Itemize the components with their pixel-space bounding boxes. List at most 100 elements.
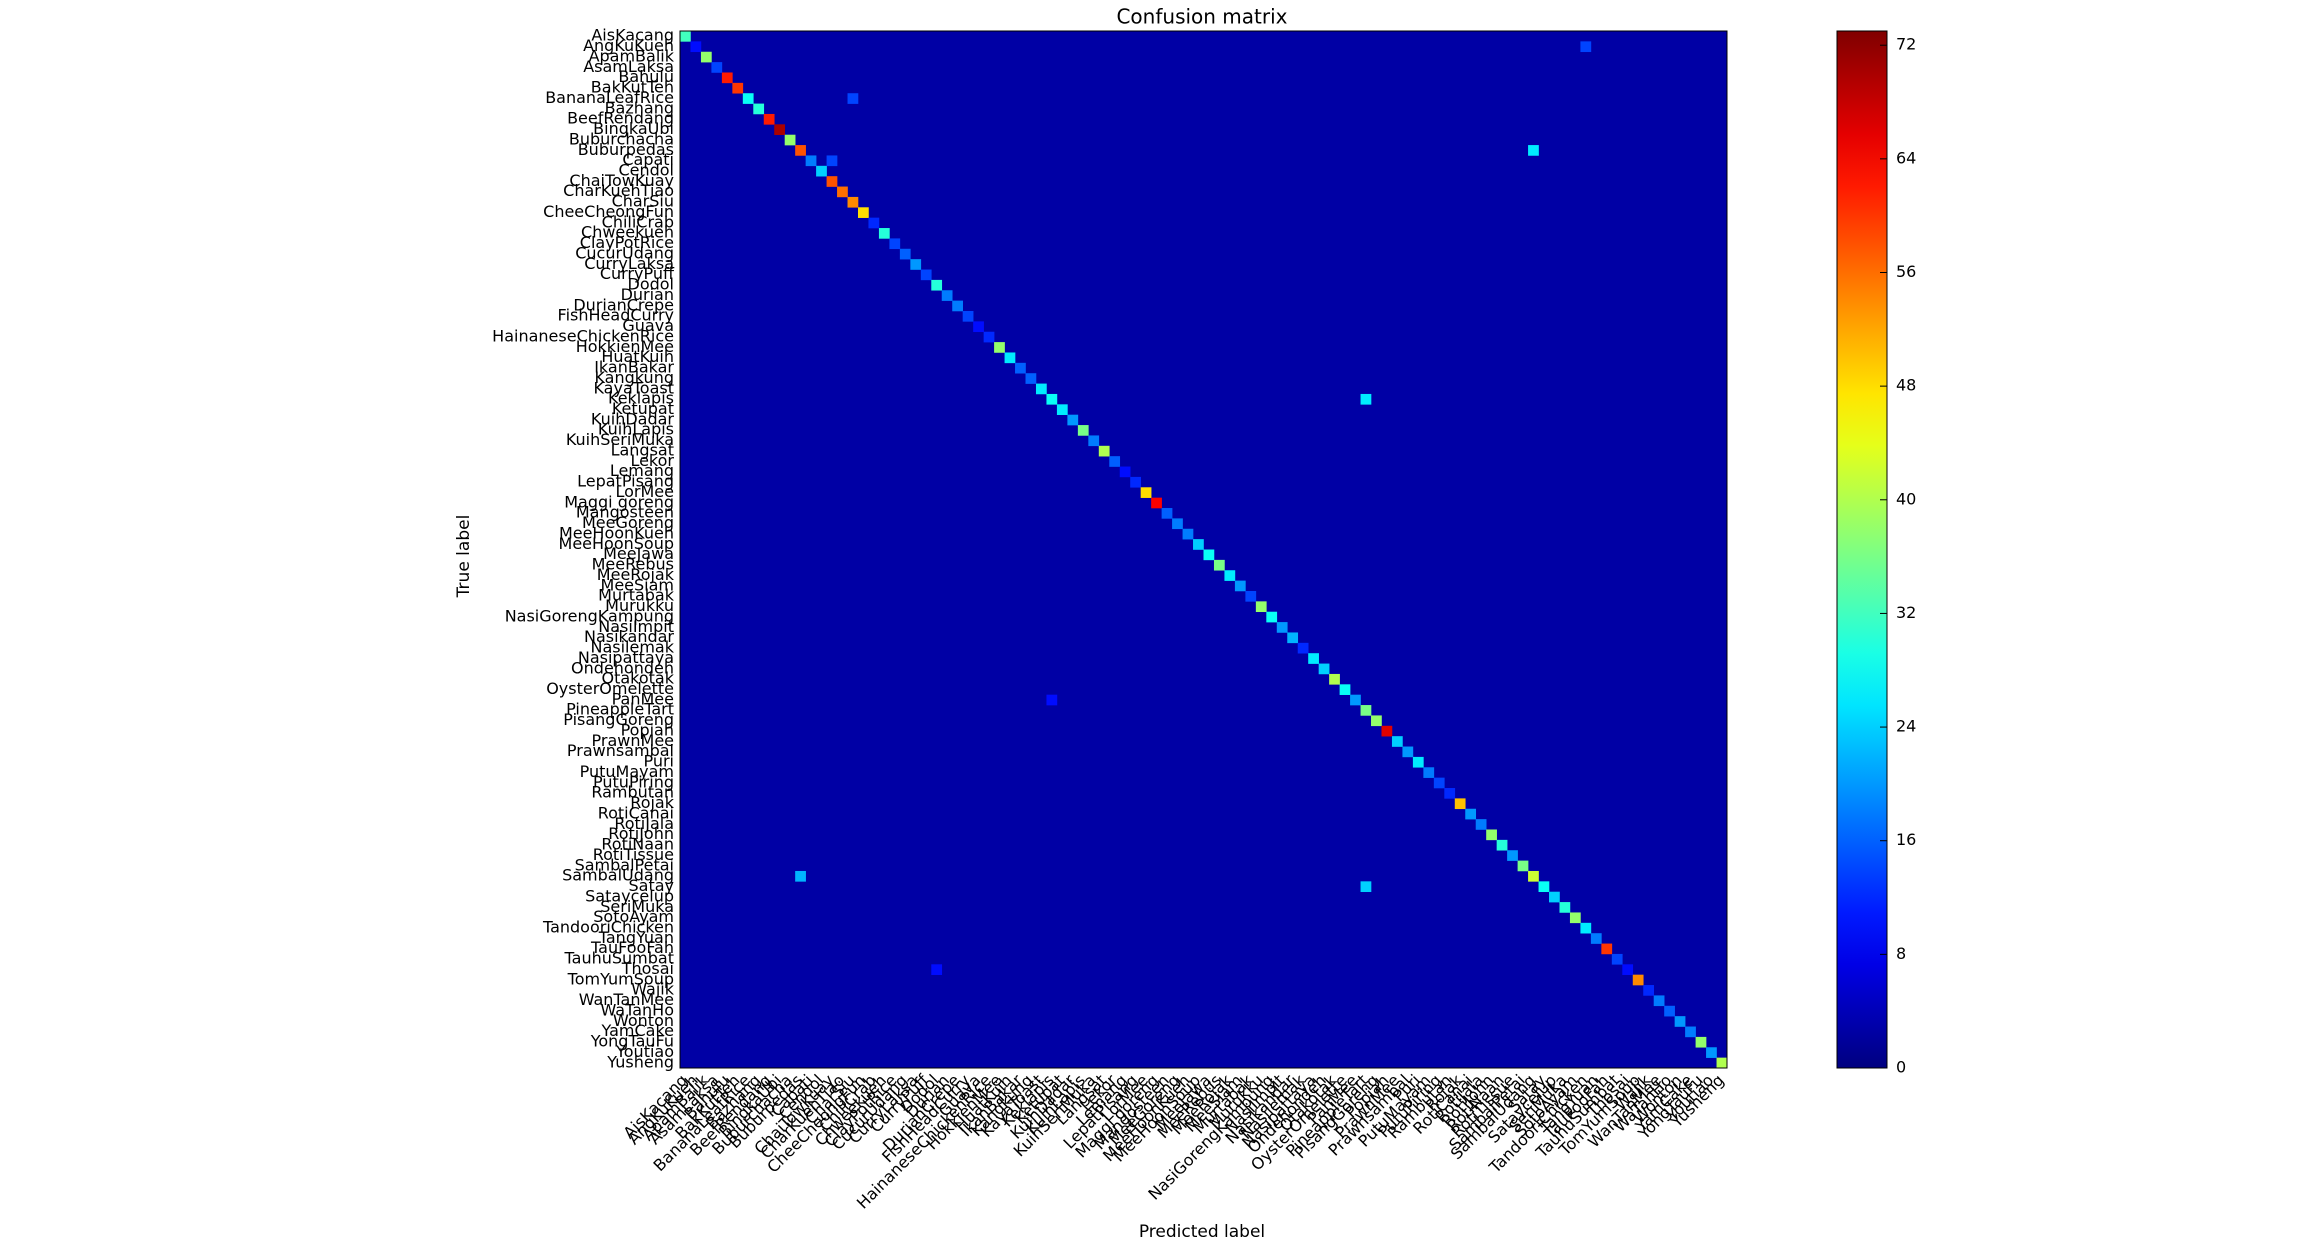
colorbar-tick-label: 32 (1896, 603, 1916, 622)
cell (826, 155, 838, 167)
y-tick-label: TandooriChicken (542, 918, 674, 937)
y-tick-label: Sataycelup (585, 886, 674, 905)
cell (1632, 974, 1644, 986)
y-tick-label: MeeGoreng (582, 513, 674, 532)
y-tick-label: Lekor (630, 451, 674, 470)
y-tick-label: BingkaUbi (593, 119, 674, 138)
cell (1077, 425, 1089, 436)
cell (711, 62, 723, 73)
cell (1371, 715, 1382, 727)
y-tick-label: Ketupat (612, 399, 674, 418)
cell (1360, 881, 1372, 893)
cell (1559, 902, 1571, 913)
cell (1172, 518, 1183, 530)
y-tick-label: Maggi goreng (564, 492, 674, 511)
cell (1674, 1016, 1686, 1027)
cell (805, 155, 817, 167)
cell (1025, 373, 1037, 384)
cell (899, 248, 911, 260)
cell (1035, 383, 1047, 395)
y-tick-label: LorMee (616, 482, 675, 501)
y-tick-label: OysterOmelette (546, 679, 674, 698)
y-tick-label: KayaToast (593, 378, 674, 397)
cell (1423, 767, 1435, 778)
cell (680, 31, 691, 42)
cell (1130, 476, 1141, 488)
cell (910, 259, 922, 270)
y-tick-label: MeeHoonKueh (559, 523, 674, 542)
cell (1224, 570, 1236, 581)
cell (1454, 798, 1466, 810)
y-tick-label: YamCake (601, 1021, 674, 1040)
y-tick-label: MeeRojak (597, 565, 675, 584)
y-tick-label: CheeCheongFun (543, 202, 674, 221)
cell (1004, 352, 1016, 364)
cell (742, 93, 754, 104)
y-tick-label: SotoAyam (593, 907, 674, 926)
y-tick-label: PineappleTart (566, 700, 674, 719)
cell (1046, 393, 1058, 405)
cell (826, 176, 838, 187)
y-tick-label: Wonton (613, 1011, 674, 1030)
cell (1119, 466, 1131, 478)
y-tick-label: Buburchacha (569, 129, 674, 148)
cell (795, 145, 806, 156)
y-tick-label: AngKuKueh (583, 36, 674, 55)
cell (1517, 860, 1529, 872)
y-tick-label: PisangGoreng (563, 710, 674, 729)
y-tick-label: PutuPiring (593, 772, 674, 791)
y-tick-label: AisKacang (591, 26, 674, 45)
cell (1549, 891, 1560, 903)
y-tick-label: PutuMayam (580, 762, 674, 781)
colorbar-tick-label: 56 (1896, 262, 1916, 281)
y-tick-label: MeeRebus (592, 555, 674, 574)
y-tick-label: Nasikandar (584, 627, 674, 646)
y-tick-label: MeeJawa (603, 544, 674, 563)
y-tick-label: ApamBalik (589, 46, 675, 65)
cell (847, 93, 859, 104)
y-tick-label: Murukku (605, 596, 674, 615)
y-tick-label: Bahulu (618, 67, 674, 86)
colorbar-tick-label: 48 (1896, 376, 1916, 395)
y-tick-label: Rojak (630, 793, 674, 812)
y-tick-label: SeriMuka (600, 897, 674, 916)
y-tick-label: NasiGorengKampung (505, 606, 674, 625)
cell (1109, 456, 1121, 467)
cell (1213, 559, 1225, 571)
y-tick-label: Kangkung (594, 368, 674, 387)
cell (889, 238, 901, 250)
y-tick-label: CharSiu (612, 192, 674, 211)
cell (1528, 145, 1539, 156)
cell (1706, 1047, 1717, 1058)
cell (1088, 435, 1100, 447)
cell (1590, 933, 1602, 944)
cell (941, 290, 953, 301)
cell (931, 964, 943, 975)
cell (983, 331, 995, 343)
cell (700, 51, 712, 63)
colorbar-tick-label: 24 (1896, 717, 1916, 736)
colorbar-tick-label: 64 (1896, 148, 1916, 167)
y-tick-label: Capati (622, 150, 674, 169)
colorbar-tick-label: 8 (1896, 944, 1906, 963)
cell (1350, 694, 1361, 706)
y-tick-label: Yusheng (606, 1052, 674, 1071)
cell (1360, 705, 1372, 716)
y-tick-label: CurryLaksa (584, 254, 674, 273)
cell (920, 269, 932, 281)
y-tick-label: YongTauFu (590, 1032, 674, 1051)
cell (1151, 497, 1162, 509)
cell (868, 217, 880, 229)
cell (1433, 777, 1445, 789)
cell (1339, 684, 1351, 695)
cell (1245, 590, 1257, 602)
y-tick-label: Chweekueh (581, 223, 674, 242)
y-tick-label: NasiImpit (598, 617, 674, 636)
y-tick-label: CurryPuff (600, 264, 675, 283)
y-tick-label: KuihLapis (598, 420, 674, 439)
cell (1308, 653, 1319, 664)
cell (1412, 756, 1424, 768)
cell (1329, 673, 1340, 685)
y-tick-label: Puri (643, 752, 674, 771)
colorbar-tick-label: 16 (1896, 830, 1916, 849)
